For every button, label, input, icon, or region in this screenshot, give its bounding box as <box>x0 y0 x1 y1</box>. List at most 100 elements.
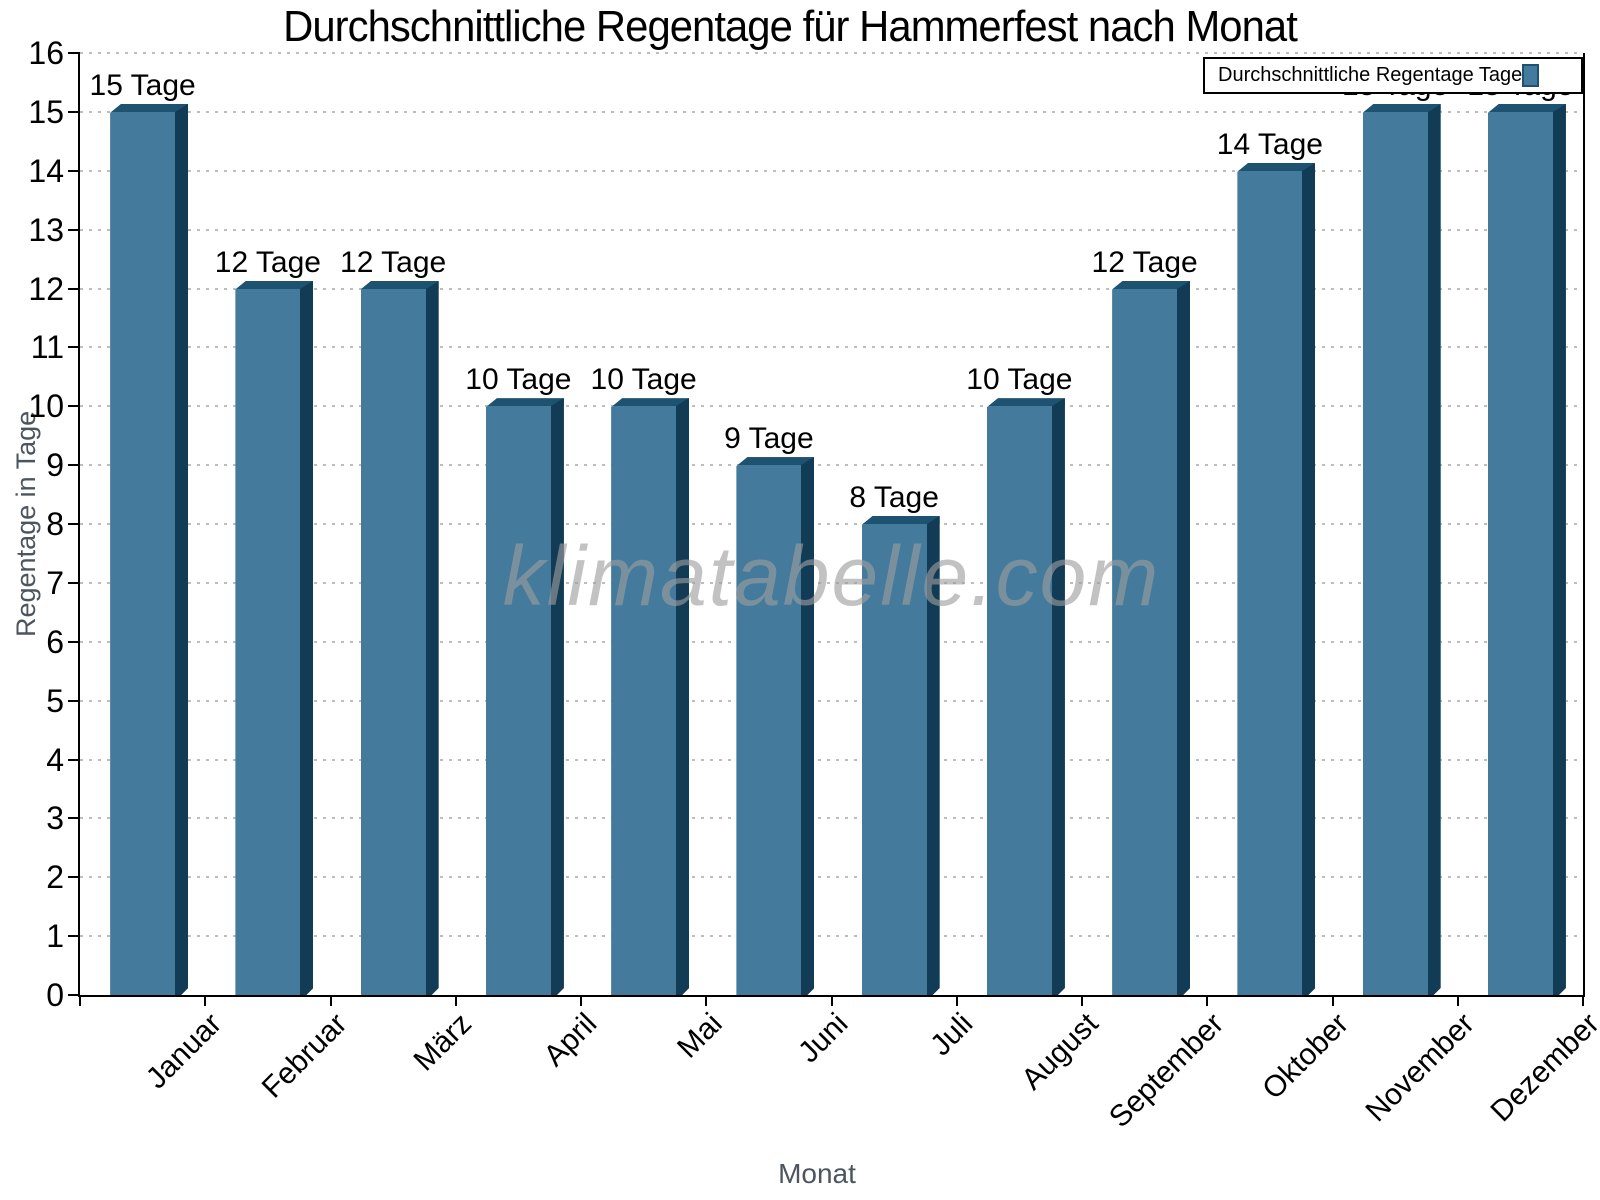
x-tick-label-august: August <box>1015 1007 1105 1097</box>
gridline <box>80 699 1583 702</box>
plot-area: 0 1 2 3 4 5 6 7 8 9 10 11 12 13 14 15 16 15 Tage Januar 12 … <box>28 36 1600 1134</box>
bar-april <box>486 398 564 995</box>
y-axis-tick <box>68 699 80 702</box>
gridline <box>80 287 1583 290</box>
x-axis-tick <box>1331 995 1334 1006</box>
y-axis-tick-label: 10 <box>28 388 64 425</box>
y-axis-tick <box>68 994 80 996</box>
bar-dezember <box>1488 104 1566 995</box>
y-axis-tick-label: 1 <box>46 918 64 955</box>
y-axis-tick-label: 7 <box>46 564 64 601</box>
y-axis-tick <box>68 523 80 525</box>
y-axis-tick-label: 3 <box>46 800 64 837</box>
x-tick-label-februar: Februar <box>255 1007 354 1105</box>
bar-februar <box>235 281 313 996</box>
x-tick-label-dezember: Dezember <box>1484 1007 1600 1129</box>
y-axis-tick-label: 2 <box>46 859 64 896</box>
bar-value-label: 12 Tage <box>340 245 447 279</box>
gridline <box>80 346 1583 349</box>
bar-märz <box>361 281 439 996</box>
bar-september <box>1112 281 1190 996</box>
y-axis-tick-label: 12 <box>28 270 64 307</box>
gridline <box>80 581 1583 584</box>
y-axis-tick <box>68 287 80 290</box>
y-axis-tick-label: 6 <box>46 623 64 660</box>
y-axis-tick <box>68 346 80 349</box>
y-axis-tick <box>68 52 80 54</box>
bar-value-label: 9 Tage <box>724 422 814 456</box>
gridline <box>80 52 1583 54</box>
bar-value-label: 14 Tage <box>1216 127 1323 161</box>
bar-value-label: 12 Tage <box>1091 245 1198 279</box>
x-tick-label-september: September <box>1102 1007 1230 1135</box>
y-axis-tick-label: 8 <box>46 506 64 542</box>
x-axis-tick <box>204 995 207 1006</box>
x-axis-tick <box>454 995 457 1006</box>
gridline <box>80 110 1583 113</box>
gridline <box>80 876 1583 879</box>
y-axis-tick-label: 13 <box>28 211 64 248</box>
bar-oktober <box>1237 163 1315 995</box>
x-axis-tick <box>329 995 332 1006</box>
y-axis-tick <box>68 758 80 761</box>
bar-value-label: 10 Tage <box>966 363 1073 397</box>
y-axis-tick-label: 0 <box>46 977 64 1013</box>
gridline <box>80 228 1583 231</box>
x-tick-label-november: November <box>1359 1007 1481 1129</box>
x-axis-tick <box>705 995 708 1006</box>
gridline <box>80 817 1583 820</box>
gridline <box>80 405 1583 408</box>
x-axis-title: Monat <box>778 1158 856 1189</box>
legend-label: Durchschnittliche Regentage Tage <box>1218 64 1523 86</box>
y-axis-tick <box>68 817 80 820</box>
x-tick-label-juli: Juli <box>924 1007 980 1063</box>
bar-value-label: 8 Tage <box>849 481 939 514</box>
y-axis-tick-label: 5 <box>46 682 64 719</box>
y-axis-tick <box>68 110 80 113</box>
y-axis-tick <box>68 169 80 172</box>
bar-value-label: 10 Tage <box>465 363 572 397</box>
x-tick-label-oktober: Oktober <box>1256 1007 1356 1106</box>
bar-august <box>987 398 1065 995</box>
y-axis-tick-label: 9 <box>46 447 64 484</box>
y-axis-tick <box>68 581 80 584</box>
x-tick-label-mai: Mai <box>671 1007 729 1065</box>
bar-value-label: 10 Tage <box>590 363 697 397</box>
x-axis-tick <box>580 995 582 1006</box>
x-axis-tick <box>79 995 81 1006</box>
gridline <box>80 758 1583 761</box>
gridline <box>80 640 1583 643</box>
y-axis-tick-label: 14 <box>28 152 64 189</box>
y-axis-tick <box>68 405 80 408</box>
chart-title: Durchschnittliche Regentage für Hammerfe… <box>283 2 1298 51</box>
x-axis-tick <box>1206 995 1209 1006</box>
x-axis-tick <box>1081 995 1083 1006</box>
x-tick-label-januar: Januar <box>139 1007 228 1096</box>
x-tick-label-juni: Juni <box>791 1007 855 1070</box>
y-axis-tick-label: 15 <box>28 93 64 130</box>
legend-swatch-icon <box>1522 64 1539 87</box>
y-axis-tick <box>68 640 80 643</box>
gridline <box>80 169 1583 172</box>
y-axis-tick <box>68 228 80 231</box>
y-axis-tick <box>68 876 80 879</box>
y-axis-tick-label: 16 <box>28 35 64 71</box>
bar-mai <box>611 398 689 995</box>
x-axis-tick <box>955 995 958 1006</box>
legend-box: Durchschnittliche Regentage Tage <box>1203 57 1583 94</box>
x-tick-label-april: April <box>537 1007 604 1073</box>
gridline <box>80 935 1583 938</box>
bar-juli <box>862 516 940 995</box>
bar-januar <box>110 104 188 995</box>
bar-november <box>1363 104 1441 995</box>
gridline <box>80 523 1583 525</box>
bar-juni <box>736 457 814 995</box>
y-axis-tick <box>68 935 80 938</box>
bar-value-label: 15 Tage <box>89 68 196 102</box>
x-axis-tick <box>1582 995 1584 1006</box>
y-axis-tick-label: 11 <box>30 329 64 366</box>
x-tick-label-märz: März <box>407 1007 479 1078</box>
y-axis-tick <box>68 464 80 467</box>
x-axis-tick <box>1456 995 1459 1006</box>
